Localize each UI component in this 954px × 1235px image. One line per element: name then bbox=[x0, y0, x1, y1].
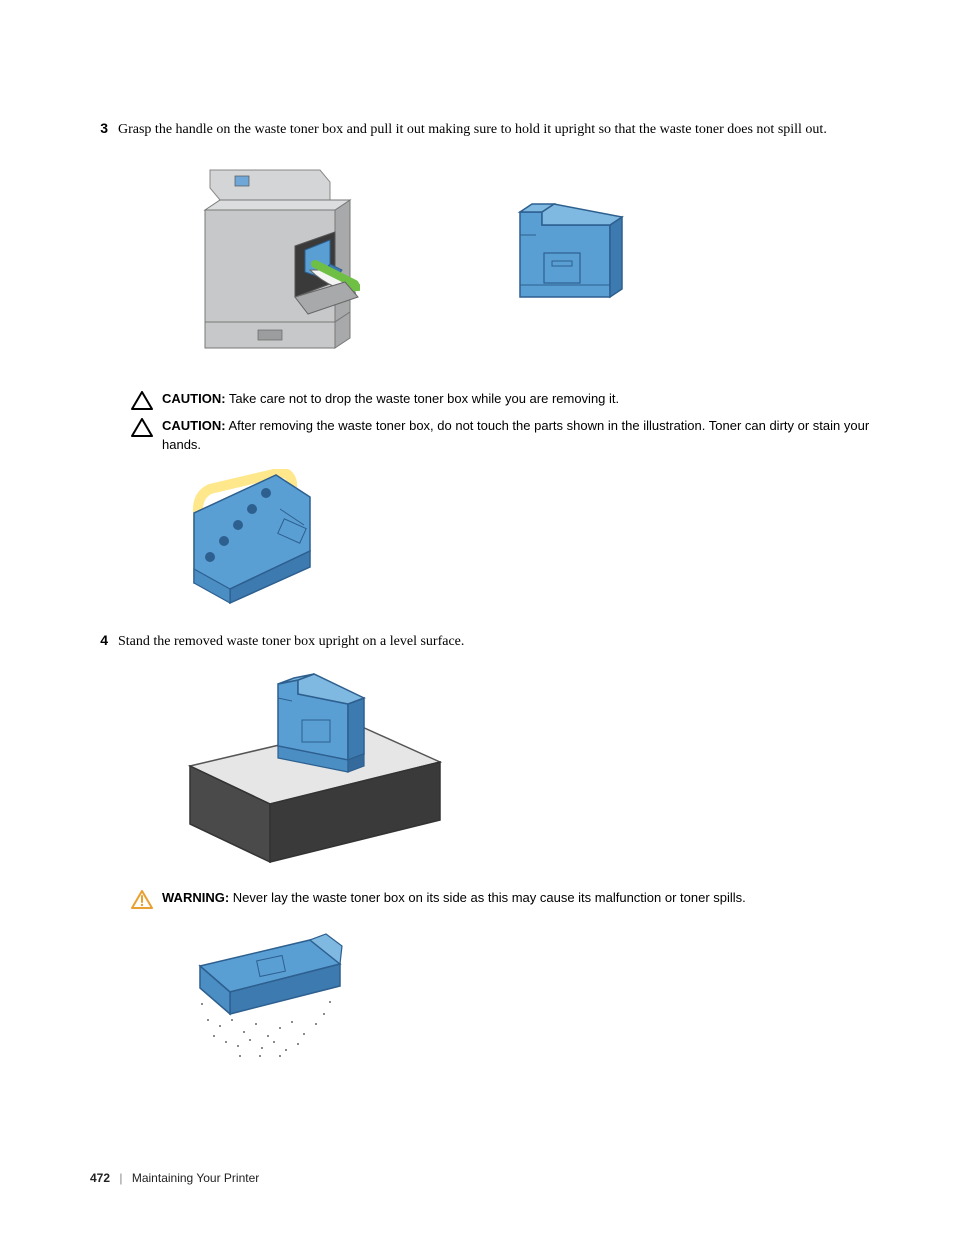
caution-icon bbox=[130, 418, 154, 438]
figure-toner-highlight bbox=[180, 469, 884, 614]
caution-icon bbox=[130, 391, 154, 411]
step-text: Stand the removed waste toner box uprigh… bbox=[118, 632, 884, 652]
warning-text: WARNING: Never lay the waste toner box o… bbox=[162, 889, 884, 908]
figure-table bbox=[180, 666, 884, 871]
caution-label: CAUTION: bbox=[162, 418, 226, 433]
section-title: Maintaining Your Printer bbox=[132, 1171, 259, 1185]
caution-text: CAUTION: After removing the waste toner … bbox=[162, 417, 884, 455]
step-number: 4 bbox=[90, 632, 118, 648]
warning-body: Never lay the waste toner box on its sid… bbox=[229, 890, 746, 905]
step-3: 3 Grasp the handle on the waste toner bo… bbox=[90, 120, 884, 140]
caution-body: Take care not to drop the waste toner bo… bbox=[226, 391, 620, 406]
printer-illustration bbox=[180, 152, 360, 372]
step-number: 3 bbox=[90, 120, 118, 136]
caution-text: CAUTION: Take care not to drop the waste… bbox=[162, 390, 884, 409]
figure-row-1 bbox=[180, 152, 884, 372]
caution-1: CAUTION: Take care not to drop the waste… bbox=[130, 390, 884, 411]
caution-2: CAUTION: After removing the waste toner … bbox=[130, 417, 884, 455]
warning-label: WARNING: bbox=[162, 890, 229, 905]
warning-icon bbox=[130, 890, 154, 910]
step-4: 4 Stand the removed waste toner box upri… bbox=[90, 632, 884, 652]
step-text: Grasp the handle on the waste toner box … bbox=[118, 120, 884, 140]
toner-spill-illustration bbox=[180, 924, 360, 1064]
page-number: 472 bbox=[90, 1171, 110, 1185]
toner-on-table-illustration bbox=[180, 666, 450, 866]
figure-spill bbox=[180, 924, 884, 1069]
caution-label: CAUTION: bbox=[162, 391, 226, 406]
page-footer: 472 | Maintaining Your Printer bbox=[90, 1171, 259, 1185]
warning-1: WARNING: Never lay the waste toner box o… bbox=[130, 889, 884, 910]
footer-separator: | bbox=[119, 1171, 122, 1185]
toner-box-highlight-illustration bbox=[180, 469, 330, 609]
caution-body: After removing the waste toner box, do n… bbox=[162, 418, 869, 452]
toner-box-illustration bbox=[500, 197, 630, 327]
